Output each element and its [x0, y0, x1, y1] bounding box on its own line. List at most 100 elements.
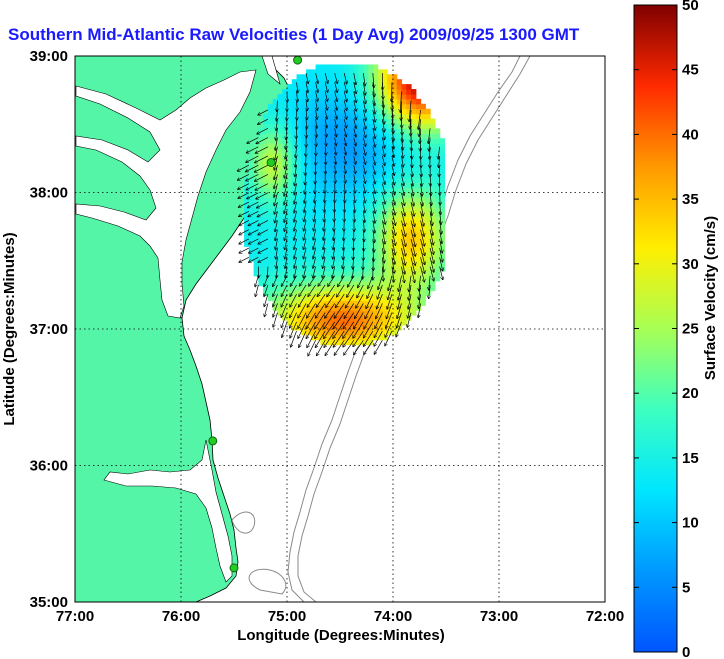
velocity-cell	[439, 261, 446, 267]
velocity-cell	[253, 182, 259, 188]
velocity-cell	[411, 197, 417, 203]
velocity-cell	[401, 177, 407, 183]
velocity-cell	[377, 216, 383, 223]
velocity-cell	[420, 157, 426, 164]
velocity-cell	[306, 305, 312, 311]
velocity-cell	[339, 300, 345, 306]
velocity-arrow	[353, 137, 356, 146]
velocity-cell	[325, 275, 331, 282]
velocity-cell	[368, 221, 374, 228]
velocity-cell	[387, 108, 393, 115]
velocity-cell	[349, 108, 355, 115]
velocity-cell	[377, 319, 383, 326]
velocity-cell	[396, 231, 403, 238]
velocity-cell	[349, 172, 355, 179]
velocity-arrow	[396, 321, 402, 337]
velocity-cell	[420, 285, 426, 292]
velocity-cell	[253, 236, 259, 242]
velocity-cell	[248, 172, 255, 179]
velocity-arrow	[386, 303, 393, 318]
velocity-cell	[329, 74, 336, 80]
velocity-cell	[287, 187, 293, 193]
velocity-arrow	[363, 202, 365, 213]
velocity-cell	[325, 74, 331, 80]
velocity-cell	[387, 256, 393, 262]
velocity-cell	[306, 251, 312, 257]
velocity-arrow	[429, 238, 434, 254]
velocity-cell	[344, 143, 350, 149]
velocity-cell	[248, 167, 255, 174]
velocity-cell	[415, 265, 422, 272]
velocity-cell	[277, 128, 283, 134]
velocity-cell	[420, 226, 426, 233]
velocity-cell	[396, 226, 403, 233]
velocity-cell	[349, 339, 355, 346]
velocity-cell	[368, 148, 374, 154]
velocity-cell	[363, 265, 369, 272]
velocity-cell	[310, 324, 317, 331]
velocity-cell	[411, 138, 417, 144]
velocity-cell	[325, 138, 331, 144]
velocity-cell	[344, 202, 350, 208]
velocity-cell	[267, 216, 274, 223]
velocity-arrow	[255, 284, 259, 296]
velocity-cell	[401, 113, 407, 120]
velocity-cell	[334, 182, 341, 188]
velocity-cell	[267, 256, 274, 262]
velocity-cell	[372, 69, 379, 75]
velocity-cell	[349, 93, 355, 100]
velocity-cell	[353, 265, 360, 272]
velocity-cell	[277, 206, 283, 213]
velocity-cell	[296, 197, 302, 203]
velocity-cell	[368, 270, 374, 277]
velocity-cell	[368, 300, 374, 306]
velocity-cell	[344, 79, 350, 85]
velocity-cell	[258, 280, 264, 287]
velocity-cell	[382, 123, 388, 129]
velocity-cell	[372, 300, 379, 306]
velocity-cell	[425, 206, 431, 213]
velocity-arrow	[258, 220, 269, 225]
velocity-cell	[344, 339, 350, 346]
velocity-cell	[358, 202, 364, 208]
velocity-cell	[368, 108, 374, 115]
velocity-cell	[301, 113, 307, 120]
velocity-cell	[277, 187, 283, 193]
velocity-cell	[325, 167, 331, 174]
velocity-cell	[267, 118, 274, 125]
velocity-cell	[244, 211, 250, 218]
velocity-cell	[325, 231, 331, 238]
velocity-cell	[329, 152, 336, 159]
velocity-arrow	[367, 284, 374, 298]
velocity-arrow	[298, 321, 307, 338]
velocity-arrow	[258, 238, 269, 244]
velocity-cell	[291, 310, 298, 316]
velocity-cell	[425, 152, 431, 159]
velocity-cell	[391, 197, 398, 203]
velocity-cell	[368, 177, 374, 183]
velocity-cell	[396, 162, 403, 169]
velocity-cell	[344, 138, 350, 144]
velocity-cell	[263, 138, 269, 144]
velocity-cell	[277, 236, 283, 242]
velocity-cell	[377, 236, 383, 242]
velocity-arrow	[315, 330, 326, 347]
velocity-cell	[415, 167, 422, 174]
velocity-cell	[334, 202, 341, 208]
velocity-arrow	[363, 321, 374, 338]
velocity-cell	[310, 251, 317, 257]
velocity-cell	[353, 310, 360, 316]
velocity-cell	[301, 319, 307, 326]
velocity-arrow	[307, 294, 316, 307]
velocity-cell	[267, 295, 274, 301]
velocity-arrow	[306, 312, 316, 329]
velocity-cell	[420, 133, 426, 139]
velocity-cell	[420, 108, 426, 115]
velocity-cell	[339, 103, 345, 110]
velocity-cell	[396, 236, 403, 242]
velocity-cell	[267, 128, 274, 134]
velocity-cell	[368, 329, 374, 336]
velocity-cell	[296, 216, 302, 223]
velocity-cell	[334, 216, 341, 223]
velocity-cell	[387, 221, 393, 228]
